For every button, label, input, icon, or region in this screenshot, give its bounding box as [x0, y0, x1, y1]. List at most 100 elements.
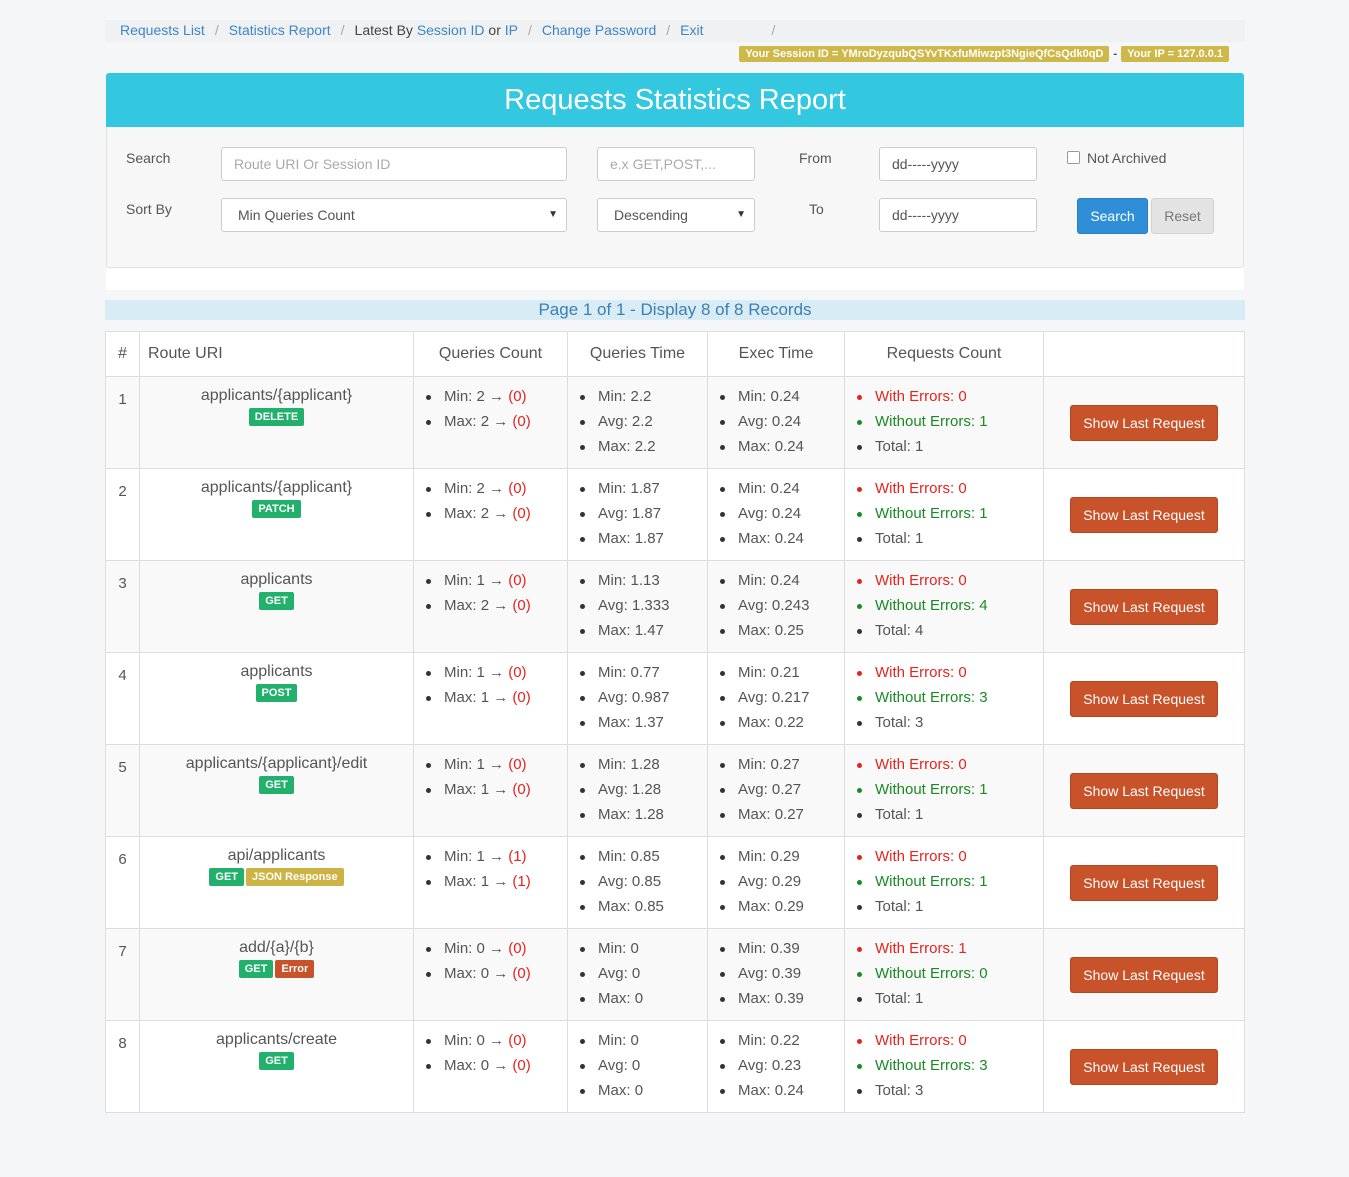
min-label: Min:	[444, 756, 473, 773]
breadcrumb-ip-link[interactable]: IP	[504, 22, 518, 38]
with-errors: With Errors: 0	[857, 387, 1043, 412]
show-last-request-button[interactable]: Show Last Request	[1070, 588, 1218, 625]
exec-time-avg: Avg: 0.39	[720, 964, 844, 989]
to-date-input[interactable]: dd-----yyyy	[879, 198, 1037, 232]
exec-time-avg: Avg: 0.23	[720, 1056, 844, 1081]
min-value: 1	[476, 572, 485, 589]
queries-time-avg: Avg: 1.28	[580, 780, 707, 805]
session-dash: -	[1113, 48, 1118, 60]
max-value: 0.24	[774, 530, 804, 547]
queries-time-max: Max: 1.87	[580, 529, 707, 554]
max-value: 0.85	[634, 898, 664, 915]
avg-label: Avg:	[738, 781, 768, 798]
show-last-request-button[interactable]: Show Last Request	[1070, 404, 1218, 441]
min-label: Min:	[444, 664, 473, 681]
breadcrumb-statistics-report[interactable]: Statistics Report	[228, 22, 331, 38]
show-last-request-button[interactable]: Show Last Request	[1070, 956, 1218, 993]
search-input[interactable]	[221, 147, 567, 181]
search-button[interactable]: Search	[1077, 198, 1148, 234]
breadcrumb-requests-list[interactable]: Requests List	[120, 22, 205, 38]
max-label: Max:	[444, 689, 477, 706]
exec-time-cell: Min: 0.27 Avg: 0.27 Max: 0.27	[707, 744, 845, 837]
without-errors: Without Errors: 3	[857, 688, 1043, 713]
max-value: 1	[480, 873, 490, 890]
breadcrumb-session-id-link[interactable]: Session ID	[416, 22, 485, 38]
queries-time-max: Max: 1.28	[580, 805, 707, 830]
without-errors: Without Errors: 1	[857, 504, 1043, 529]
avg-label: Avg:	[598, 873, 628, 890]
panel-footer	[106, 268, 1244, 290]
route-badges: PATCH	[140, 499, 413, 518]
pagination-info: Page 1 of 1 - Display 8 of 8 Records	[105, 300, 1245, 320]
min-value: 0	[630, 1032, 639, 1049]
arrow-icon: →	[489, 664, 505, 681]
without-errors: Without Errors: 0	[857, 964, 1043, 989]
route-uri: applicants	[240, 571, 313, 588]
actions-cell: Show Last Request	[1043, 468, 1245, 561]
total-label: Total:	[875, 714, 911, 731]
avg-label: Avg:	[738, 505, 768, 522]
actions-cell: Show Last Request	[1043, 928, 1245, 1021]
not-archived-checkbox[interactable]	[1067, 151, 1080, 164]
avg-label: Avg:	[598, 689, 628, 706]
exec-time-avg: Avg: 0.29	[720, 872, 844, 897]
sort-by-select[interactable]: Min Queries Count ▼	[221, 198, 567, 232]
method-input[interactable]	[597, 147, 755, 181]
min-value: 0.85	[630, 848, 660, 865]
reset-button[interactable]: Reset	[1151, 198, 1214, 234]
from-date-input[interactable]: dd-----yyyy	[879, 147, 1037, 181]
queries-time-max: Max: 1.47	[580, 621, 707, 646]
queries-time-cell: Min: 0.77 Avg: 0.987 Max: 1.37	[567, 652, 708, 745]
min-label: Min:	[738, 756, 767, 773]
show-last-request-button[interactable]: Show Last Request	[1070, 864, 1218, 901]
show-last-request-button[interactable]: Show Last Request	[1070, 772, 1218, 809]
breadcrumb: Requests List / Statistics Report / Latest B…	[105, 20, 1245, 42]
total-value: 3	[915, 714, 924, 731]
actions-cell: Show Last Request	[1043, 1020, 1245, 1113]
exec-time-avg: Avg: 0.243	[720, 596, 844, 621]
table-header-row: # Route URI Queries Count Queries Time E…	[105, 331, 1245, 377]
min-label: Min:	[444, 940, 473, 957]
with-errors-value: 0	[958, 756, 967, 773]
exec-time-max: Max: 0.24	[720, 529, 844, 554]
min-label: Min:	[598, 572, 627, 589]
show-last-request-button[interactable]: Show Last Request	[1070, 1048, 1218, 1085]
actions-cell: Show Last Request	[1043, 560, 1245, 653]
avg-label: Avg:	[738, 1057, 768, 1074]
breadcrumb-separator: /	[214, 22, 219, 38]
max-value: 0.27	[774, 806, 804, 823]
queries-time-max: Max: 2.2	[580, 437, 707, 462]
total-value: 3	[915, 1082, 924, 1099]
with-errors: With Errors: 0	[857, 571, 1043, 596]
method-badge: JSON Response	[246, 868, 344, 886]
show-last-request-button[interactable]: Show Last Request	[1070, 680, 1218, 717]
show-last-request-button[interactable]: Show Last Request	[1070, 496, 1218, 533]
arrow-icon: →	[493, 781, 509, 798]
queries-time-min: Min: 2.2	[580, 387, 707, 412]
breadcrumb-exit[interactable]: Exit	[680, 22, 704, 38]
min-duplicates: (0)	[508, 1032, 527, 1049]
route-uri: add/{a}/{b}	[239, 939, 314, 956]
column-header-queries-count: Queries Count	[413, 331, 568, 377]
requests-count-cell: With Errors: 0 Without Errors: 4 Total: …	[844, 560, 1044, 653]
avg-label: Avg:	[598, 965, 628, 982]
total-requests: Total: 3	[857, 1081, 1043, 1106]
route-badges: GET	[140, 591, 413, 610]
with-errors-label: With Errors:	[875, 572, 955, 589]
arrow-icon: →	[493, 505, 509, 522]
min-label: Min:	[738, 480, 767, 497]
avg-label: Avg:	[598, 505, 628, 522]
route-cell: applicants POST	[139, 652, 414, 745]
breadcrumb-change-password[interactable]: Change Password	[541, 22, 657, 38]
queries-count-min: Min: 0 → (0)	[426, 1031, 567, 1056]
max-label: Max:	[444, 873, 477, 890]
from-label: From	[799, 150, 832, 166]
order-select[interactable]: Descending ▼	[597, 198, 755, 232]
min-value: 0.29	[770, 848, 800, 865]
queries-time-min: Min: 0	[580, 1031, 707, 1056]
queries-count-max: Max: 1 → (1)	[426, 872, 567, 897]
breadcrumb-separator: /	[771, 22, 776, 38]
method-badge: GET	[238, 960, 274, 978]
with-errors-label: With Errors:	[875, 664, 955, 681]
with-errors: With Errors: 1	[857, 939, 1043, 964]
